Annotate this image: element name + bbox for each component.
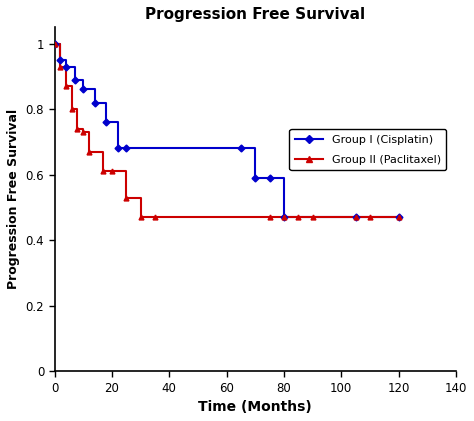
Y-axis label: Progression Free Survival: Progression Free Survival [7, 109, 20, 289]
X-axis label: Time (Months): Time (Months) [198, 400, 312, 414]
Title: Progression Free Survival: Progression Free Survival [145, 7, 365, 22]
Legend: Group I (Cisplatin), Group II (Paclitaxel): Group I (Cisplatin), Group II (Paclitaxe… [290, 129, 447, 170]
